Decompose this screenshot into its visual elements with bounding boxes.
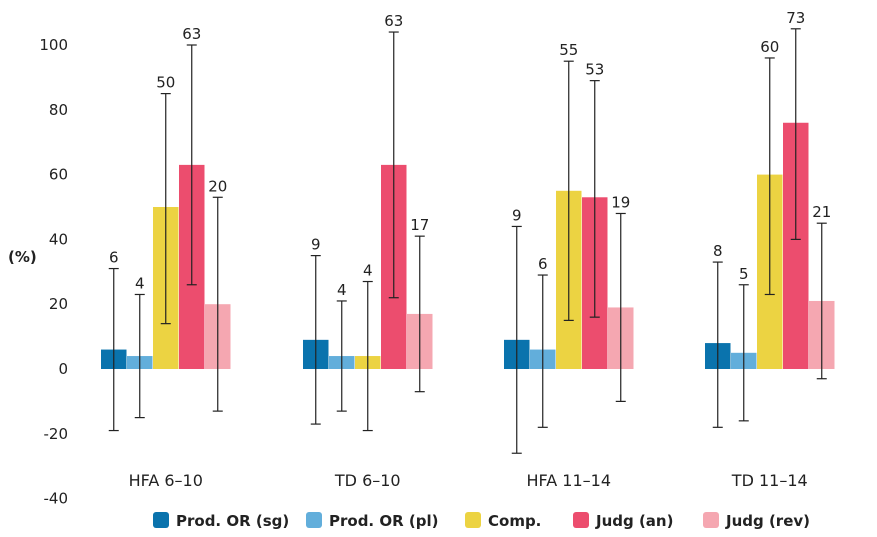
data-label: 63 (182, 25, 201, 43)
y-axis-unit-label: (%) (8, 248, 37, 266)
y-axis: -40 -20 0 20 40 60 80 100 (39, 36, 68, 508)
data-label: 5 (739, 265, 749, 283)
legend-item: Judg (an) (573, 512, 673, 530)
y-tick-label: 20 (49, 295, 68, 313)
y-tick-label: 60 (49, 166, 68, 184)
legend-swatch (573, 512, 589, 528)
legend-swatch (306, 512, 322, 528)
data-label: 4 (337, 281, 347, 299)
data-label: 17 (410, 216, 429, 234)
data-label: 55 (559, 41, 578, 59)
x-axis: HFA 6–10 TD 6–10 HFA 11–14 TD 11–14 (129, 471, 808, 490)
legend-label: Judg (an) (595, 512, 673, 530)
data-label: 73 (786, 9, 805, 27)
category-label: TD 11–14 (731, 471, 808, 490)
data-label: 21 (812, 203, 831, 221)
data-label: 4 (135, 274, 145, 292)
y-tick-label: 100 (39, 36, 68, 54)
legend-label: Prod. OR (sg) (176, 512, 289, 530)
bars-layer (101, 122, 835, 369)
data-label: 20 (208, 177, 227, 195)
y-tick-label: 40 (49, 230, 68, 248)
data-label: 53 (585, 61, 604, 79)
error-bars-layer (108, 28, 827, 454)
category-label: HFA 11–14 (526, 471, 611, 490)
legend: Prod. OR (sg) Prod. OR (pl) Comp. Judg (an)… (153, 512, 810, 530)
legend-label: Judg (rev) (725, 512, 810, 530)
legend-label: Prod. OR (pl) (329, 512, 438, 530)
legend-swatch (465, 512, 481, 528)
legend-swatch (153, 512, 169, 528)
data-label: 9 (512, 206, 522, 224)
data-label: 4 (363, 262, 373, 280)
y-tick-label: -40 (44, 490, 69, 508)
data-label: 50 (156, 74, 175, 92)
data-label: 60 (760, 38, 779, 56)
legend-item: Judg (rev) (703, 512, 810, 530)
data-label: 6 (109, 249, 119, 267)
category-label: HFA 6–10 (129, 471, 203, 490)
y-tick-label: 80 (49, 101, 68, 119)
category-label: TD 6–10 (334, 471, 401, 490)
legend-item: Prod. OR (sg) (153, 512, 289, 530)
legend-item: Prod. OR (pl) (306, 512, 438, 530)
y-tick-label: 0 (58, 360, 68, 378)
legend-swatch (703, 512, 719, 528)
data-label: 8 (713, 242, 723, 260)
y-tick-label: -20 (44, 425, 69, 443)
data-label: 19 (611, 193, 630, 211)
data-label: 9 (311, 236, 321, 254)
data-label: 6 (538, 255, 548, 273)
data-label: 63 (384, 12, 403, 30)
legend-item: Comp. (465, 512, 541, 530)
legend-label: Comp. (488, 512, 541, 530)
